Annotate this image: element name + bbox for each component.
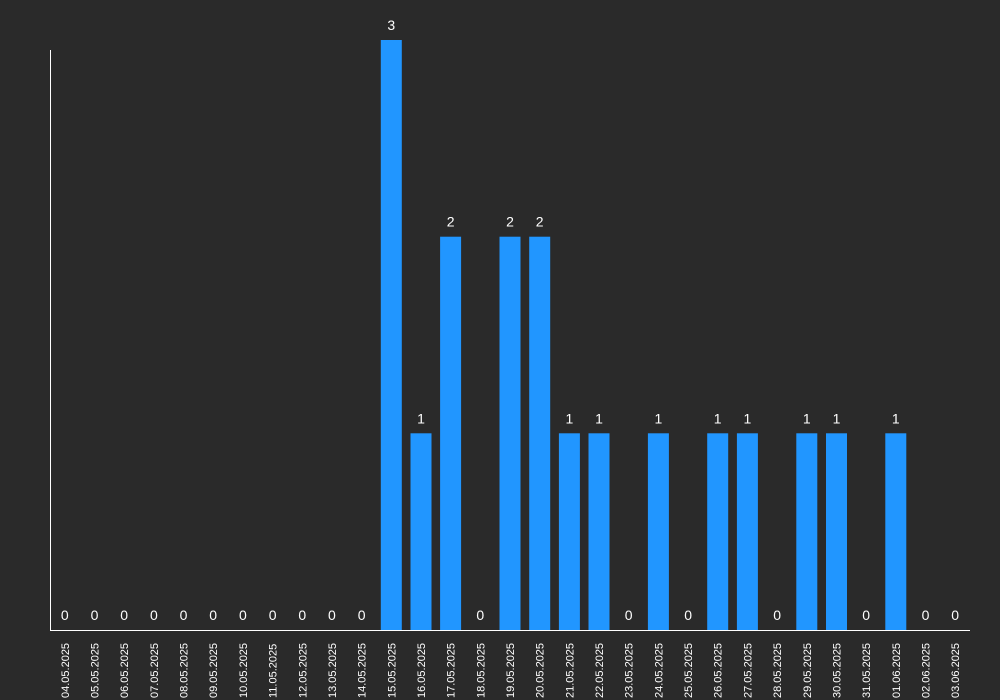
value-label-13.05.2025: 0	[328, 607, 336, 623]
value-label-29.05.2025: 1	[803, 410, 811, 426]
value-label-01.06.2025: 1	[892, 410, 900, 426]
value-label-03.06.2025: 0	[951, 607, 959, 623]
value-label-11.05.2025: 0	[269, 607, 277, 623]
x-tick-label-13.05.2025: 13.05.2025	[327, 643, 339, 698]
value-label-20.05.2025: 2	[536, 214, 544, 230]
x-tick-label-31.05.2025: 31.05.2025	[861, 643, 873, 698]
x-tick-label-26.05.2025: 26.05.2025	[713, 643, 725, 698]
x-tick-label-24.05.2025: 24.05.2025	[653, 643, 665, 698]
x-tick-label-01.06.2025: 01.06.2025	[891, 643, 903, 698]
x-tick-label-11.05.2025: 11.05.2025	[268, 644, 280, 698]
x-tick-label-04.05.2025: 04.05.2025	[60, 643, 72, 698]
value-label-27.05.2025: 1	[744, 410, 752, 426]
value-label-24.05.2025: 1	[655, 410, 663, 426]
x-tick-label-10.05.2025: 10.05.2025	[238, 643, 250, 698]
x-tick-label-21.05.2025: 21.05.2025	[564, 643, 576, 698]
value-label-08.05.2025: 0	[180, 607, 188, 623]
value-label-07.05.2025: 0	[150, 607, 158, 623]
bar-20.05.2025	[529, 236, 551, 630]
x-tick-label-03.06.2025: 03.06.2025	[950, 643, 962, 698]
x-tick-label-25.05.2025: 25.05.2025	[683, 643, 695, 698]
value-label-06.05.2025: 0	[120, 607, 128, 623]
x-tick-label-23.05.2025: 23.05.2025	[624, 643, 636, 698]
value-label-25.05.2025: 0	[684, 607, 692, 623]
value-label-22.05.2025: 1	[595, 410, 603, 426]
value-label-18.05.2025: 0	[476, 607, 484, 623]
x-tick-label-15.05.2025: 15.05.2025	[386, 643, 398, 698]
value-label-26.05.2025: 1	[714, 410, 722, 426]
bar-30.05.2025	[826, 433, 847, 630]
value-label-30.05.2025: 1	[833, 410, 841, 426]
value-label-17.05.2025: 2	[447, 214, 455, 230]
bar-17.05.2025	[440, 236, 462, 630]
bar-01.06.2025	[885, 433, 907, 630]
value-label-21.05.2025: 1	[566, 410, 574, 426]
x-tick-label-05.05.2025: 05.05.2025	[90, 643, 102, 698]
x-tick-label-16.05.2025: 16.05.2025	[416, 643, 428, 698]
x-tick-label-17.05.2025: 17.05.2025	[446, 643, 458, 698]
x-tick-label-12.05.2025: 12.05.2025	[297, 643, 309, 698]
value-labels-group: 0 0 0 0 0 0 0 0 0 0 0 3 1 2 0 2 2 1 1 0 1 0 1 1 0 1 1 0 1 0 0	[61, 17, 959, 623]
x-tick-label-19.05.2025: 19.05.2025	[505, 643, 517, 698]
x-tick-label-28.05.2025: 28.05.2025	[772, 643, 784, 698]
value-label-12.05.2025: 0	[298, 607, 306, 623]
x-tick-label-07.05.2025: 07.05.2025	[149, 643, 161, 698]
x-tick-label-18.05.2025: 18.05.2025	[475, 643, 487, 698]
x-tick-label-09.05.2025: 09.05.2025	[208, 643, 220, 698]
value-label-09.05.2025: 0	[209, 607, 217, 623]
bars-group	[380, 40, 907, 630]
bar-26.05.2025	[707, 433, 729, 630]
x-tick-label-08.05.2025: 08.05.2025	[179, 643, 191, 698]
value-label-19.05.2025: 2	[506, 214, 514, 230]
x-tick-label-02.06.2025: 02.06.2025	[921, 643, 933, 698]
bar-22.05.2025	[588, 433, 610, 630]
bar-29.05.2025	[796, 433, 818, 630]
value-label-31.05.2025: 0	[862, 607, 870, 623]
x-tick-labels-group: 04.05.2025 05.05.2025 06.05.2025 07.05.2025…	[60, 643, 962, 698]
value-label-28.05.2025: 0	[773, 607, 781, 623]
x-tick-label-22.05.2025: 22.05.2025	[594, 643, 606, 698]
value-label-10.05.2025: 0	[239, 607, 247, 623]
bar-21.05.2025	[558, 433, 580, 630]
value-label-15.05.2025: 3	[387, 17, 395, 33]
value-label-23.05.2025: 0	[625, 607, 633, 623]
x-tick-label-30.05.2025: 30.05.2025	[832, 643, 844, 698]
value-label-02.06.2025: 0	[922, 607, 930, 623]
bar-27.05.2025	[736, 433, 758, 630]
x-tick-label-29.05.2025: 29.05.2025	[802, 643, 814, 698]
bar-19.05.2025	[499, 236, 521, 630]
x-tick-label-27.05.2025: 27.05.2025	[742, 643, 754, 698]
bar-15.05.2025	[380, 40, 402, 630]
bar-24.05.2025	[647, 433, 669, 630]
bar-16.05.2025	[410, 433, 432, 630]
value-label-05.05.2025: 0	[91, 607, 99, 623]
value-label-14.05.2025: 0	[358, 607, 366, 623]
value-label-04.05.2025: 0	[61, 607, 69, 623]
x-tick-label-14.05.2025: 14.05.2025	[357, 643, 369, 698]
x-tick-label-20.05.2025: 20.05.2025	[535, 643, 547, 698]
value-label-16.05.2025: 1	[417, 410, 425, 426]
x-tick-label-06.05.2025: 06.05.2025	[119, 643, 131, 698]
